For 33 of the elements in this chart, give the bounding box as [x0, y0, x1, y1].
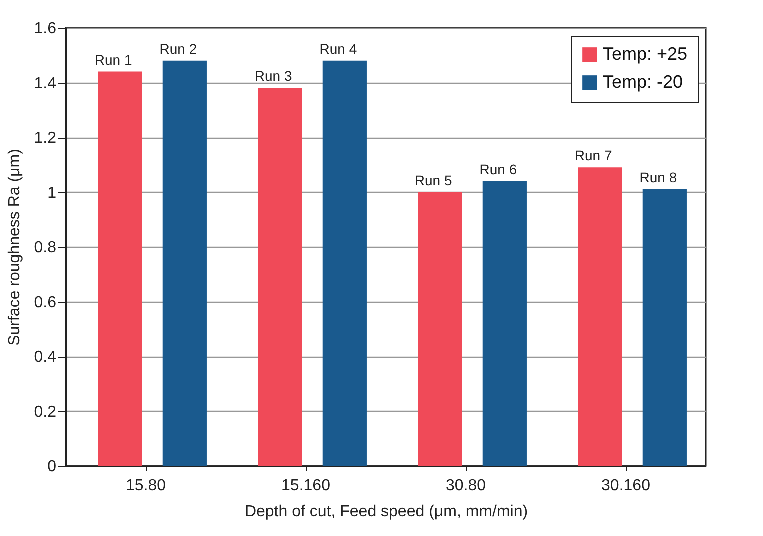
x-tick-label: 30.160	[602, 478, 651, 494]
data-label: Run 5	[414, 172, 452, 188]
bar	[162, 60, 207, 466]
x-tick-label: 15.160	[282, 478, 331, 494]
data-label: Run 6	[480, 161, 518, 178]
bar	[578, 168, 622, 466]
data-label: Run 2	[160, 40, 198, 57]
y-tick-label: 1.2	[34, 130, 57, 147]
y-tick-label: 0	[48, 458, 57, 476]
legend-label: Temp: +25	[603, 44, 688, 64]
y-tick-label: 0.4	[34, 349, 57, 366]
bar	[322, 60, 367, 466]
data-label: Run 8	[640, 170, 678, 186]
legend-label: Temp: -20	[603, 72, 684, 92]
x-axis-title: Depth of cut, Feed speed (μm, mm/min)	[244, 504, 528, 520]
bar	[98, 72, 142, 466]
y-tick-label: 1.4	[34, 75, 57, 92]
y-tick-label: 1	[48, 184, 57, 202]
x-tick-label: 15.80	[126, 478, 166, 494]
y-tick-label: 0.8	[34, 240, 57, 256]
y-tick-label: 0.2	[34, 404, 57, 421]
bar	[482, 181, 527, 466]
data-label: Run 1	[94, 52, 132, 68]
x-tick-label: 30.80	[446, 478, 486, 494]
data-label: Run 7	[574, 148, 612, 164]
data-label: Run 3	[254, 68, 292, 84]
bar	[258, 88, 302, 466]
y-axis-title: Surface roughness Ra (μm)	[6, 149, 24, 346]
bar	[642, 190, 687, 466]
y-tick-label: 0.6	[34, 294, 57, 312]
y-tick-label: 1.6	[34, 20, 57, 38]
bar	[418, 192, 462, 466]
data-label: Run 4	[320, 40, 358, 57]
